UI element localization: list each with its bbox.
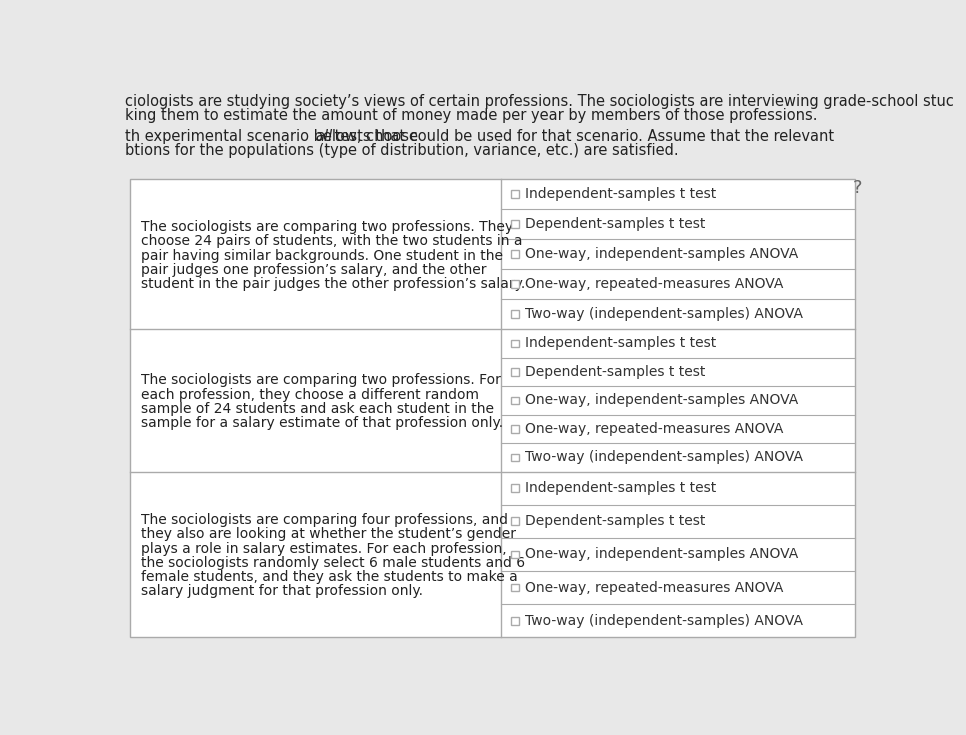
Bar — [511, 551, 519, 559]
Text: student in the pair judges the other profession’s salary.: student in the pair judges the other pro… — [141, 277, 526, 291]
Text: pair judges one profession’s salary, and the other: pair judges one profession’s salary, and… — [141, 263, 487, 277]
Text: The sociologists are comparing two professions. For: The sociologists are comparing two profe… — [141, 373, 500, 387]
Text: Independent-samples t test: Independent-samples t test — [526, 187, 717, 201]
Bar — [511, 517, 519, 526]
Text: Two-way (independent-samples) ANOVA: Two-way (independent-samples) ANOVA — [526, 307, 804, 321]
Text: Dependent-samples t test: Dependent-samples t test — [526, 514, 706, 528]
Bar — [130, 179, 856, 637]
Bar — [511, 453, 519, 462]
Bar — [511, 220, 519, 228]
Text: th experimental scenario below, choose: th experimental scenario below, choose — [125, 129, 422, 144]
Text: salary judgment for that profession only.: salary judgment for that profession only… — [141, 584, 423, 598]
Text: ?: ? — [852, 179, 862, 197]
Bar — [511, 484, 519, 492]
Bar — [511, 280, 519, 288]
Text: ciologists are studying society’s views of certain professions. The sociologists: ciologists are studying society’s views … — [125, 94, 953, 110]
Bar — [511, 190, 519, 198]
Text: One-way, independent-samples ANOVA: One-way, independent-samples ANOVA — [526, 247, 799, 261]
Text: tests that could be used for that scenario. Assume that the relevant: tests that could be used for that scenar… — [329, 129, 834, 144]
Text: king them to estimate the amount of money made per year by members of those prof: king them to estimate the amount of mone… — [125, 108, 817, 123]
Text: Independent-samples t test: Independent-samples t test — [526, 337, 717, 351]
Bar — [511, 368, 519, 376]
Text: Dependent-samples t test: Dependent-samples t test — [526, 365, 706, 379]
Bar — [511, 584, 519, 592]
Text: choose 24 pairs of students, with the two students in a: choose 24 pairs of students, with the tw… — [141, 234, 523, 248]
Text: One-way, independent-samples ANOVA: One-way, independent-samples ANOVA — [526, 393, 799, 407]
Text: female students, and they ask the students to make a: female students, and they ask the studen… — [141, 570, 518, 584]
Text: The sociologists are comparing two professions. They: The sociologists are comparing two profe… — [141, 220, 513, 234]
Bar — [511, 397, 519, 404]
Text: plays a role in salary estimates. For each profession,: plays a role in salary estimates. For ea… — [141, 542, 506, 556]
Text: Dependent-samples t test: Dependent-samples t test — [526, 217, 706, 231]
Bar — [511, 310, 519, 318]
Text: they also are looking at whether the student’s gender: they also are looking at whether the stu… — [141, 528, 516, 542]
Text: The sociologists are comparing four professions, and: The sociologists are comparing four prof… — [141, 513, 508, 527]
Text: btions for the populations (type of distribution, variance, etc.) are satisfied.: btions for the populations (type of dist… — [125, 143, 678, 158]
Text: Two-way (independent-samples) ANOVA: Two-way (independent-samples) ANOVA — [526, 451, 804, 465]
Bar — [511, 251, 519, 258]
Text: sample of 24 students and ask each student in the: sample of 24 students and ask each stude… — [141, 402, 494, 416]
Text: the sociologists randomly select 6 male students and 6: the sociologists randomly select 6 male … — [141, 556, 526, 570]
Text: sample for a salary estimate of that profession only.: sample for a salary estimate of that pro… — [141, 416, 503, 430]
Text: One-way, repeated-measures ANOVA: One-way, repeated-measures ANOVA — [526, 422, 783, 436]
Bar — [511, 617, 519, 625]
Text: One-way, repeated-measures ANOVA: One-way, repeated-measures ANOVA — [526, 277, 783, 291]
Text: Independent-samples t test: Independent-samples t test — [526, 481, 717, 495]
Text: pair having similar backgrounds. One student in the: pair having similar backgrounds. One stu… — [141, 248, 503, 262]
Text: Two-way (independent-samples) ANOVA: Two-way (independent-samples) ANOVA — [526, 614, 804, 628]
Text: all: all — [315, 129, 332, 144]
Text: One-way, independent-samples ANOVA: One-way, independent-samples ANOVA — [526, 548, 799, 562]
Text: each profession, they choose a different random: each profession, they choose a different… — [141, 388, 479, 402]
Text: One-way, repeated-measures ANOVA: One-way, repeated-measures ANOVA — [526, 581, 783, 595]
Bar — [511, 425, 519, 433]
Bar — [511, 340, 519, 348]
